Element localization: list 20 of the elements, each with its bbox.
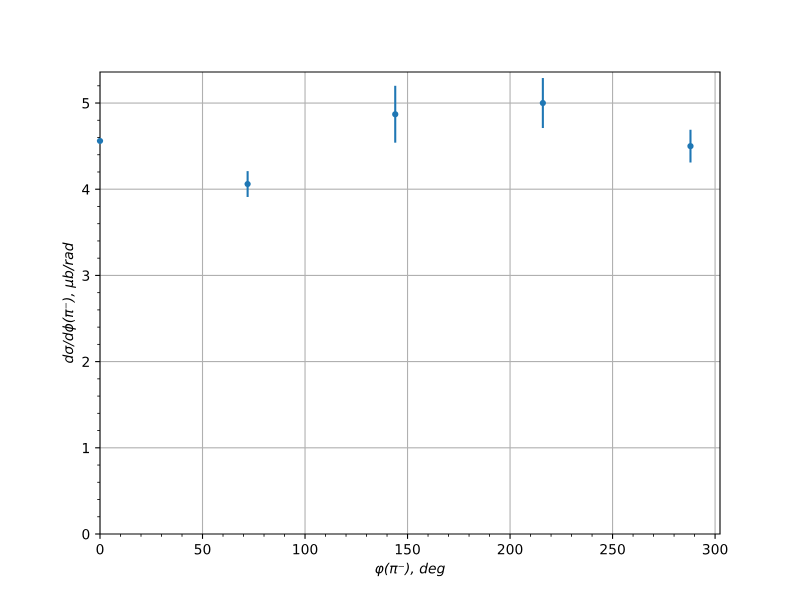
point [392,111,398,118]
y-tick-label: 0 [82,528,90,540]
y-tick-label: 1 [82,442,89,454]
point [244,180,251,188]
y-axis-title: dσ/dϕ(π⁻), μb/rad [62,242,76,363]
x-tick-label: 150 [396,544,420,554]
x-tick-label: 250 [600,544,625,554]
x-tick-label: 100 [293,544,318,554]
x-tick-label: 300 [702,544,728,554]
y-tick-label: 5 [82,98,90,109]
point [540,100,546,106]
point [96,138,104,144]
y-tick-label: 2 [82,356,89,367]
y-tick-label: 3 [82,270,90,281]
x-tick-label: 0 [96,544,104,554]
x-axis-title: φ(π⁻), deg [376,562,445,576]
x-tick-label: 50 [194,544,210,554]
x-tick-label: 200 [498,544,522,554]
point [687,143,694,150]
y-tick-label: 4 [82,184,90,194]
